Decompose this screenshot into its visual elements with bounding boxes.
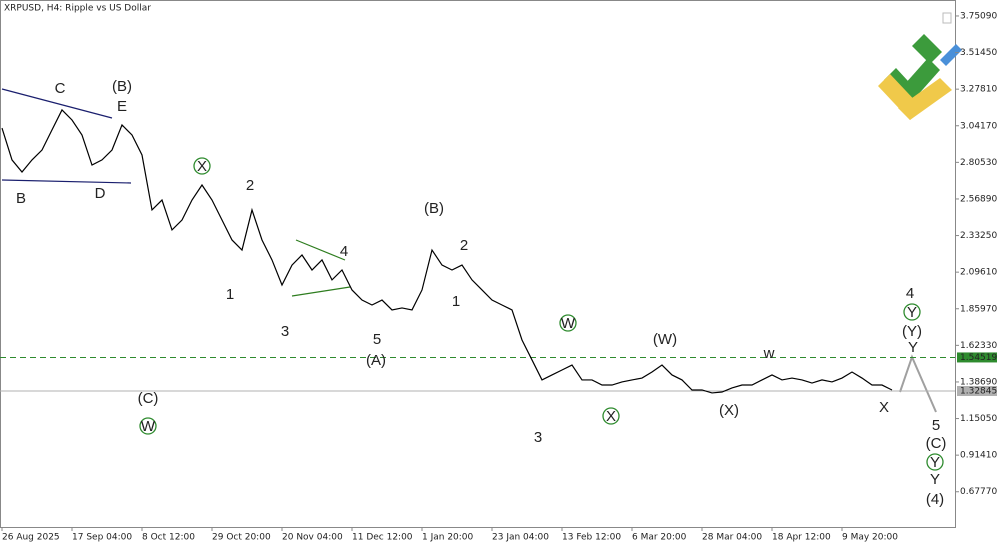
y-tick-label: 3.75090 <box>960 11 997 21</box>
wave-label: E <box>117 98 127 115</box>
x-tick-label: 28 Mar 04:00 <box>702 533 762 543</box>
y-tick-label: 2.56890 <box>960 194 997 204</box>
level-tag <box>957 352 997 363</box>
y-tick-label: 3.51450 <box>960 48 997 58</box>
wave-label: 2 <box>460 237 468 254</box>
wave-label: Y <box>908 339 918 356</box>
wave-label: (A) <box>366 352 386 369</box>
wave-label: X <box>606 408 616 425</box>
wave-label: (4) <box>926 491 944 508</box>
y-tick-label: 2.80530 <box>960 158 997 168</box>
wave-circle <box>193 157 211 175</box>
wave-label: 4 <box>906 285 914 302</box>
wave-label: 5 <box>932 417 940 434</box>
x-tick-label: 6 Mar 20:00 <box>632 533 687 543</box>
logo <box>878 34 962 120</box>
wave-circle <box>139 417 157 435</box>
wave-label: C <box>55 80 66 97</box>
x-tick-label: 11 Dec 12:00 <box>352 533 413 543</box>
wave-circle <box>559 314 577 332</box>
wave-label: (C) <box>138 390 159 407</box>
x-tick-label: 8 Oct 12:00 <box>142 533 195 543</box>
y-tick-label: 1.62330 <box>960 341 997 351</box>
price-line <box>1 108 893 394</box>
level-label: 1.32845 <box>960 387 997 397</box>
wave-label: (X) <box>719 402 739 419</box>
x-tick-label: 20 Nov 04:00 <box>282 533 343 543</box>
wave-label: w <box>763 345 775 362</box>
wave-label: D <box>95 185 106 202</box>
y-tick-label: 1.85970 <box>960 304 997 314</box>
level-tag <box>957 386 997 397</box>
wave-label: 1 <box>226 286 234 303</box>
wave-label: Y <box>907 304 917 321</box>
wave-label: X <box>197 158 207 175</box>
x-tick-label: 23 Jan 04:00 <box>492 533 549 543</box>
y-tick-label: 3.27810 <box>960 85 997 95</box>
wave-label: 2 <box>246 177 254 194</box>
level-label: 1.54519 <box>960 353 997 363</box>
wave-label: 1 <box>452 293 460 310</box>
y-tick-label: 1.38690 <box>960 377 997 387</box>
wave-label: W <box>141 418 156 435</box>
x-tick-label: 17 Sep 04:00 <box>72 533 132 543</box>
wave-label: (W) <box>653 331 677 348</box>
wave-label: (C) <box>926 435 947 452</box>
wave-circle <box>926 453 944 471</box>
y-tick-label: 0.91410 <box>960 451 997 461</box>
wave-label: X <box>879 399 889 416</box>
wave-label: Y <box>930 471 940 488</box>
wave-label: Y <box>930 454 940 471</box>
x-tick-label: 9 May 20:00 <box>842 533 898 543</box>
wave-label: B <box>16 190 26 207</box>
chart-icon <box>942 12 952 24</box>
y-tick-label: 1.15050 <box>960 414 997 424</box>
y-tick-label: 0.67770 <box>960 487 997 497</box>
wave-label: (B) <box>424 200 444 217</box>
y-tick-label: 2.33250 <box>960 231 997 241</box>
chart-title: XRPUSD, H4: Ripple vs US Dollar <box>4 4 151 14</box>
y-tick-label: 2.09610 <box>960 268 997 278</box>
x-tick-label: 13 Feb 12:00 <box>562 533 621 543</box>
x-tick-label: 18 Apr 12:00 <box>772 533 831 543</box>
wave-circle <box>602 407 620 425</box>
wave-circle <box>903 303 921 321</box>
plot-frame <box>0 0 956 528</box>
x-tick-label: 26 Aug 2025 <box>2 533 60 543</box>
wave-label: 5 <box>373 331 381 348</box>
wave-label: (Y) <box>902 323 922 340</box>
wave-label: 3 <box>534 429 542 446</box>
x-tick-label: 1 Jan 20:00 <box>422 533 474 543</box>
y-tick-label: 3.04170 <box>960 121 997 131</box>
wave-label: W <box>561 315 576 332</box>
wave-label: 4 <box>340 243 348 260</box>
x-tick-label: 29 Oct 20:00 <box>212 533 271 543</box>
wave-label: (B) <box>112 78 132 95</box>
wave-label: 3 <box>281 323 289 340</box>
